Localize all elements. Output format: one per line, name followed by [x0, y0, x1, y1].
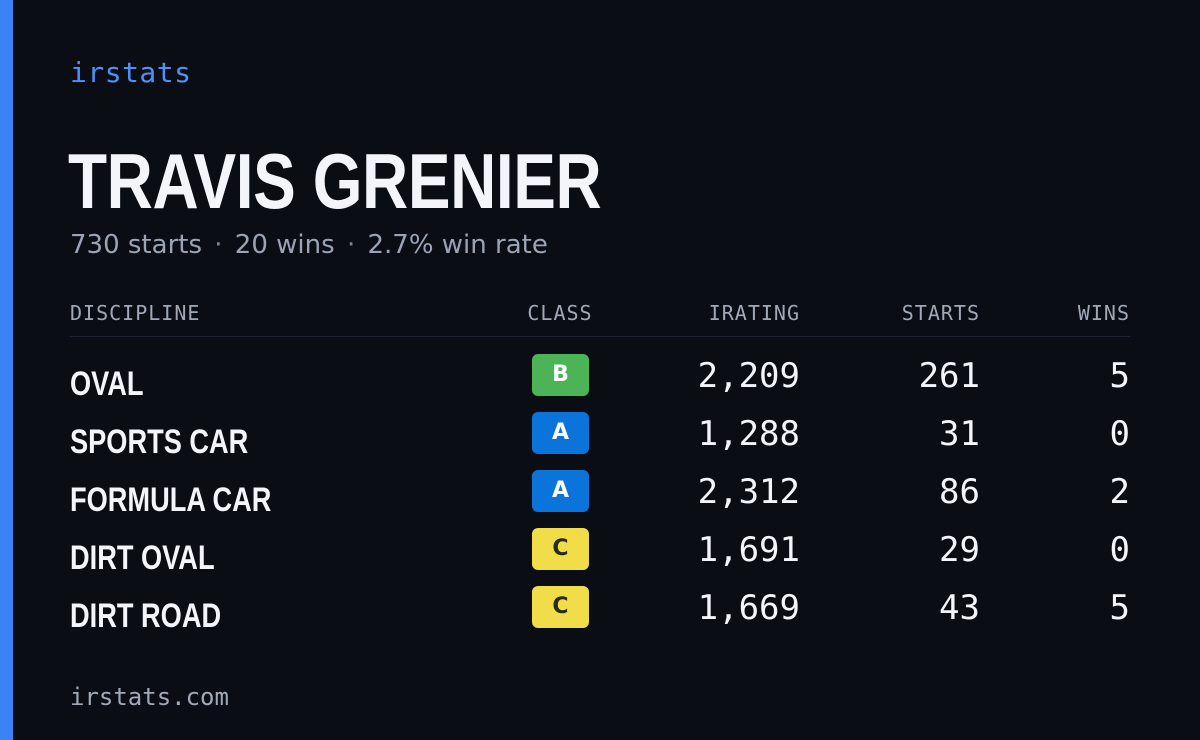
discipline-name: DIRT OVAL — [70, 539, 215, 577]
column-header-class: CLASS — [527, 301, 593, 325]
wins-value: 5 — [1109, 588, 1130, 628]
table-row: FORMULA CAR A 2,312 86 2 — [0, 470, 1200, 528]
column-header-wins: WINS — [1077, 301, 1130, 325]
wins-value: 5 — [1109, 356, 1130, 396]
discipline-name: DIRT ROAD — [70, 597, 222, 635]
column-header-starts: STARTS — [901, 301, 980, 325]
irating-value: 2,209 — [697, 356, 800, 396]
table-row: DIRT ROAD C 1,669 43 5 — [0, 586, 1200, 644]
starts-value: 261 — [918, 356, 980, 396]
column-header-irating: IRATING — [708, 301, 800, 325]
starts-value: 31 — [939, 414, 980, 454]
class-badge: A — [532, 412, 589, 454]
table-row: DIRT OVAL C 1,691 29 0 — [0, 528, 1200, 586]
summary-win-rate: 2.7% win rate — [367, 230, 548, 260]
player-name: TRAVIS GRENIER — [68, 137, 602, 225]
summary-starts: 730 starts — [70, 230, 202, 260]
starts-value: 43 — [939, 588, 980, 628]
wins-value: 0 — [1109, 414, 1130, 454]
brand-logo-text: irstats — [70, 56, 192, 89]
irating-value: 1,669 — [697, 588, 800, 628]
summary-separator: · — [346, 230, 356, 260]
accent-bar — [0, 0, 13, 740]
discipline-name: SPORTS CAR — [70, 423, 249, 461]
footer-url: irstats.com — [70, 683, 229, 711]
class-badge: C — [532, 528, 589, 570]
summary-separator: · — [214, 230, 223, 260]
class-badge: B — [532, 354, 589, 396]
table-row: OVAL B 2,209 261 5 — [0, 354, 1200, 412]
profile-summary: 730 starts · 20 wins · 2.7% win rate — [70, 228, 548, 262]
discipline-name: FORMULA CAR — [70, 481, 272, 519]
irating-value: 2,312 — [697, 472, 800, 512]
wins-value: 2 — [1109, 472, 1130, 512]
irating-value: 1,288 — [697, 414, 800, 454]
table-row: SPORTS CAR A 1,288 31 0 — [0, 412, 1200, 470]
table-header-divider — [70, 336, 1130, 337]
wins-value: 0 — [1109, 530, 1130, 570]
class-badge: A — [532, 470, 589, 512]
starts-value: 29 — [939, 530, 980, 570]
column-header-discipline: DISCIPLINE — [70, 301, 201, 325]
starts-value: 86 — [939, 472, 980, 512]
class-badge: C — [532, 586, 589, 628]
discipline-name: OVAL — [70, 365, 144, 403]
summary-wins: 20 wins — [234, 230, 335, 260]
irating-value: 1,691 — [697, 530, 800, 570]
